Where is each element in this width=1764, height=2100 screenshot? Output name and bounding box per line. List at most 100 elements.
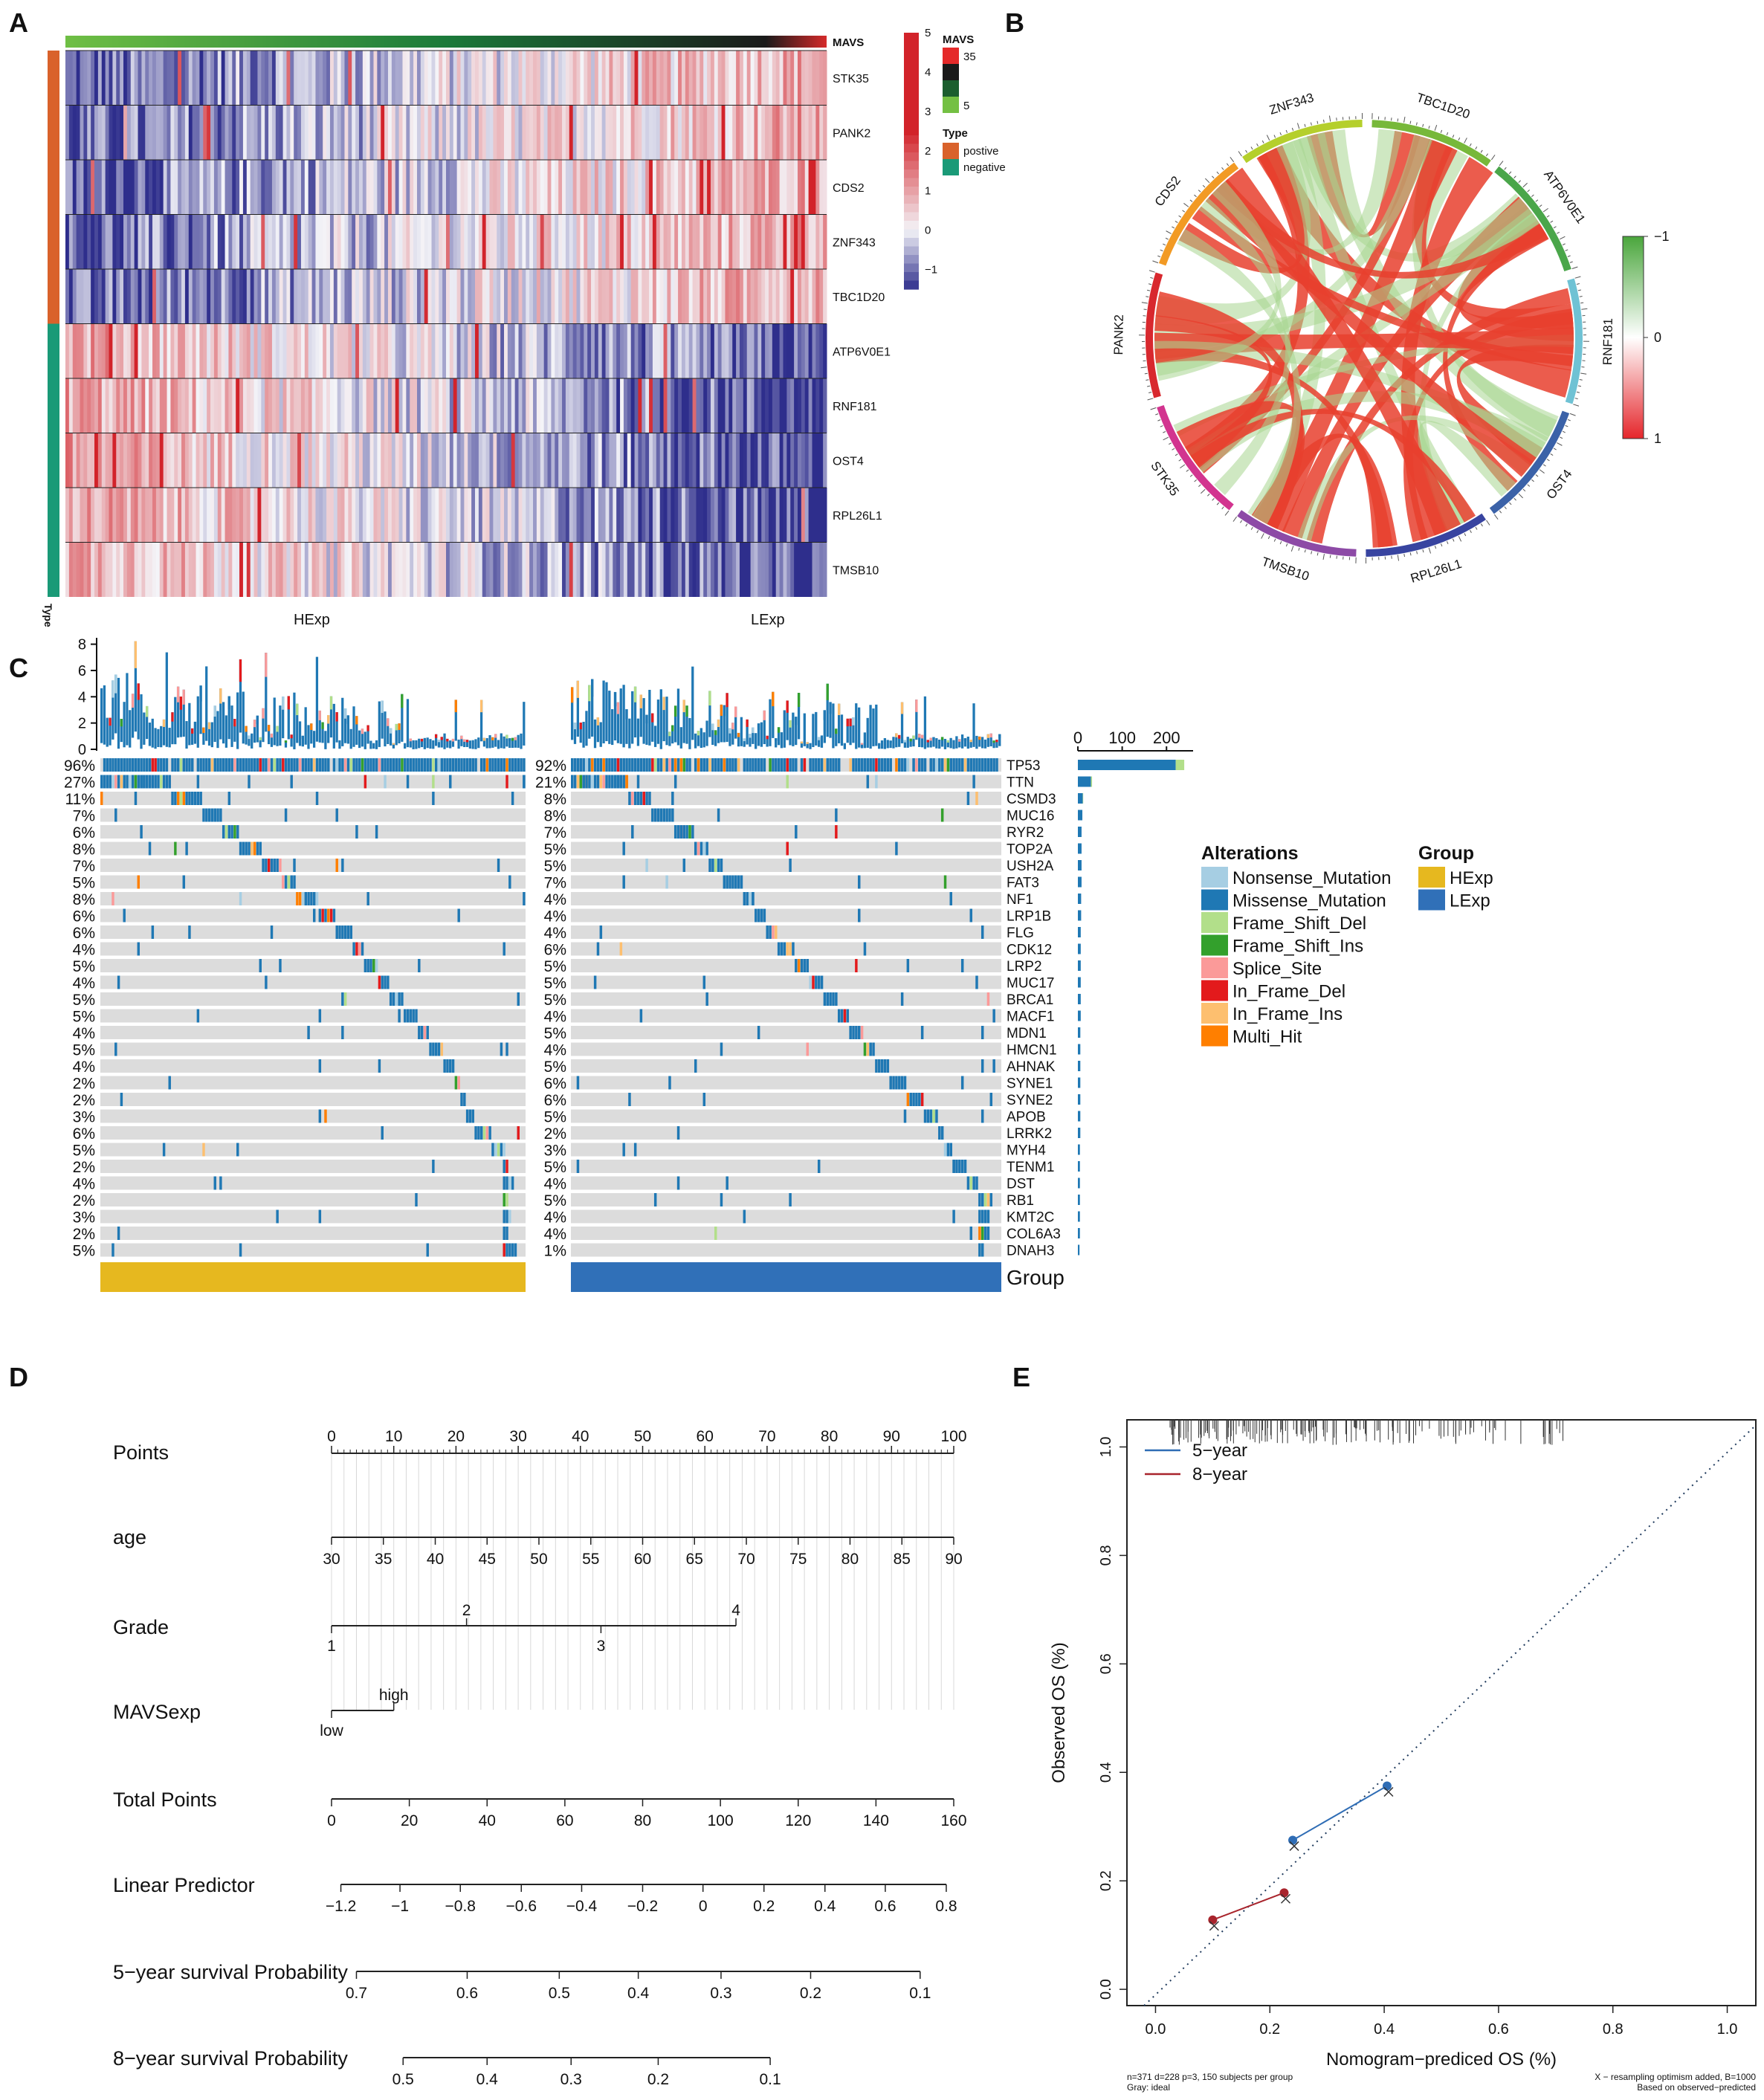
heatmap-cell [703, 378, 708, 433]
heatmap-cell [395, 160, 400, 215]
oncoplot-mutation-cell [980, 1109, 984, 1123]
oncoplot-mutation-cell [517, 992, 520, 1006]
heatmap-cell [786, 378, 791, 433]
oncoplot-mutation-cell [740, 875, 743, 889]
heatmap-cell [533, 269, 537, 324]
oncoplot-mutation-cell [923, 758, 927, 772]
heatmap-cell [352, 378, 356, 433]
oncoplot-mutation-cell [279, 859, 282, 872]
heatmap-cell [155, 378, 161, 433]
oncoplot-mutation-cell [134, 758, 138, 772]
heatmap-cell [765, 160, 769, 215]
heatmap-cell [572, 160, 578, 215]
heatmap-cell [522, 105, 526, 160]
oncoplot-top-bar [980, 737, 984, 749]
heatmap-cell [213, 542, 219, 597]
chord-tick [1452, 538, 1455, 542]
heatmap-cell [754, 323, 758, 378]
heatmap-cell [630, 51, 636, 106]
heatmap-cell [315, 542, 320, 597]
heatmap-cell [398, 323, 403, 378]
heatmap-cell [743, 269, 748, 324]
group-legend-label: LExp [1450, 891, 1490, 911]
oncoplot-row-bg [100, 1059, 526, 1073]
heatmap-cell [413, 160, 418, 215]
heatmap-cell [681, 214, 686, 269]
nomogram-tick-label: 65 [686, 1551, 703, 1568]
oncoplot-mutation-cell [989, 1193, 993, 1206]
heatmap-cell [671, 488, 675, 543]
heatmap-cell [398, 269, 403, 324]
heatmap-cell [340, 51, 345, 106]
heatmap-cell [362, 323, 367, 378]
heatmap-cell [728, 51, 733, 106]
oncoplot-mutation-cell [815, 758, 818, 772]
heatmap-cell [736, 378, 740, 433]
oncoplot-mutation-cell [588, 775, 591, 789]
oncoplot-mutation-cell [282, 758, 285, 772]
heatmap-cell [97, 51, 103, 106]
heatmap-cell [576, 323, 581, 378]
heatmap-cell [181, 51, 186, 106]
nomogram-row-label: 8−year survival Probability [113, 2047, 348, 2070]
chord-tick [1562, 430, 1566, 433]
oncoplot-side-axis-label: 100 [1108, 728, 1136, 747]
heatmap-cell [634, 160, 639, 215]
heatmap-cell [489, 433, 494, 488]
heatmap-cell [290, 378, 294, 433]
heatmap-cell [181, 488, 186, 543]
heatmap-cell [772, 488, 777, 543]
oncoplot-mutation-cell [387, 975, 390, 989]
heatmap-cell [627, 105, 632, 160]
oncoplot-mutation-cell [219, 1176, 222, 1190]
heatmap-cell [170, 542, 175, 597]
heatmap-cell [453, 51, 458, 106]
oncoplot-top-bar [479, 700, 483, 713]
oncoplot-mutation-cell [463, 758, 466, 772]
heatmap-cell [83, 488, 88, 543]
heatmap-cell [714, 378, 719, 433]
heatmap-cell [526, 488, 530, 543]
heatmap-cell [536, 269, 541, 324]
oncoplot-mutation-cell [823, 758, 827, 772]
heatmap-cell [460, 323, 465, 378]
heatmap-cell [126, 214, 132, 269]
heatmap-cell [217, 542, 222, 597]
oncoplot-mutation-cell [792, 942, 795, 956]
oncoplot-mutation-cell [148, 841, 152, 856]
chord-tick [1565, 424, 1568, 427]
nomogram-tick-label: 100 [708, 1812, 734, 1829]
oncoplot-mutation-cell [812, 758, 815, 772]
heatmap-cell [446, 542, 450, 597]
oncoplot-mutation-cell [792, 758, 795, 772]
oncoplot-top-bar [315, 656, 319, 742]
heatmap-cell [109, 488, 113, 543]
heatmap-cell [395, 488, 400, 543]
oncoplot-top-bar [290, 734, 293, 747]
heatmap-cell [464, 488, 468, 543]
oncoplot-top-bar [157, 728, 160, 748]
chord-tick [1329, 555, 1331, 558]
heatmap-cell [504, 323, 508, 378]
oncoplot-mutation-cell [671, 808, 674, 822]
oncoplot-mutation-cell [318, 1009, 322, 1023]
oncoplot-top-bar [418, 738, 421, 749]
oncoplot-mutation-cell [665, 808, 668, 822]
oncoplot-top-bar [915, 700, 918, 740]
heatmap-cell [199, 542, 204, 597]
oncoplot-top-bar [671, 725, 674, 744]
oncoplot-top-bar [783, 710, 786, 748]
heatmap-cell [493, 378, 497, 433]
oncoplot-top-bar [491, 737, 494, 748]
heatmap-cell [308, 105, 313, 160]
heatmap-cell [203, 160, 207, 215]
heatmap-cell [387, 160, 392, 215]
oncoplot-top-bar [318, 710, 321, 720]
heatmap-cell [413, 105, 418, 160]
oncoplot-mutation-cell [176, 758, 180, 772]
heatmap-cell [627, 378, 632, 433]
type-annotation-cell [48, 214, 59, 269]
heatmap-cell [271, 51, 277, 106]
heatmap-cell [275, 488, 280, 543]
heatmap-cell [435, 542, 439, 597]
